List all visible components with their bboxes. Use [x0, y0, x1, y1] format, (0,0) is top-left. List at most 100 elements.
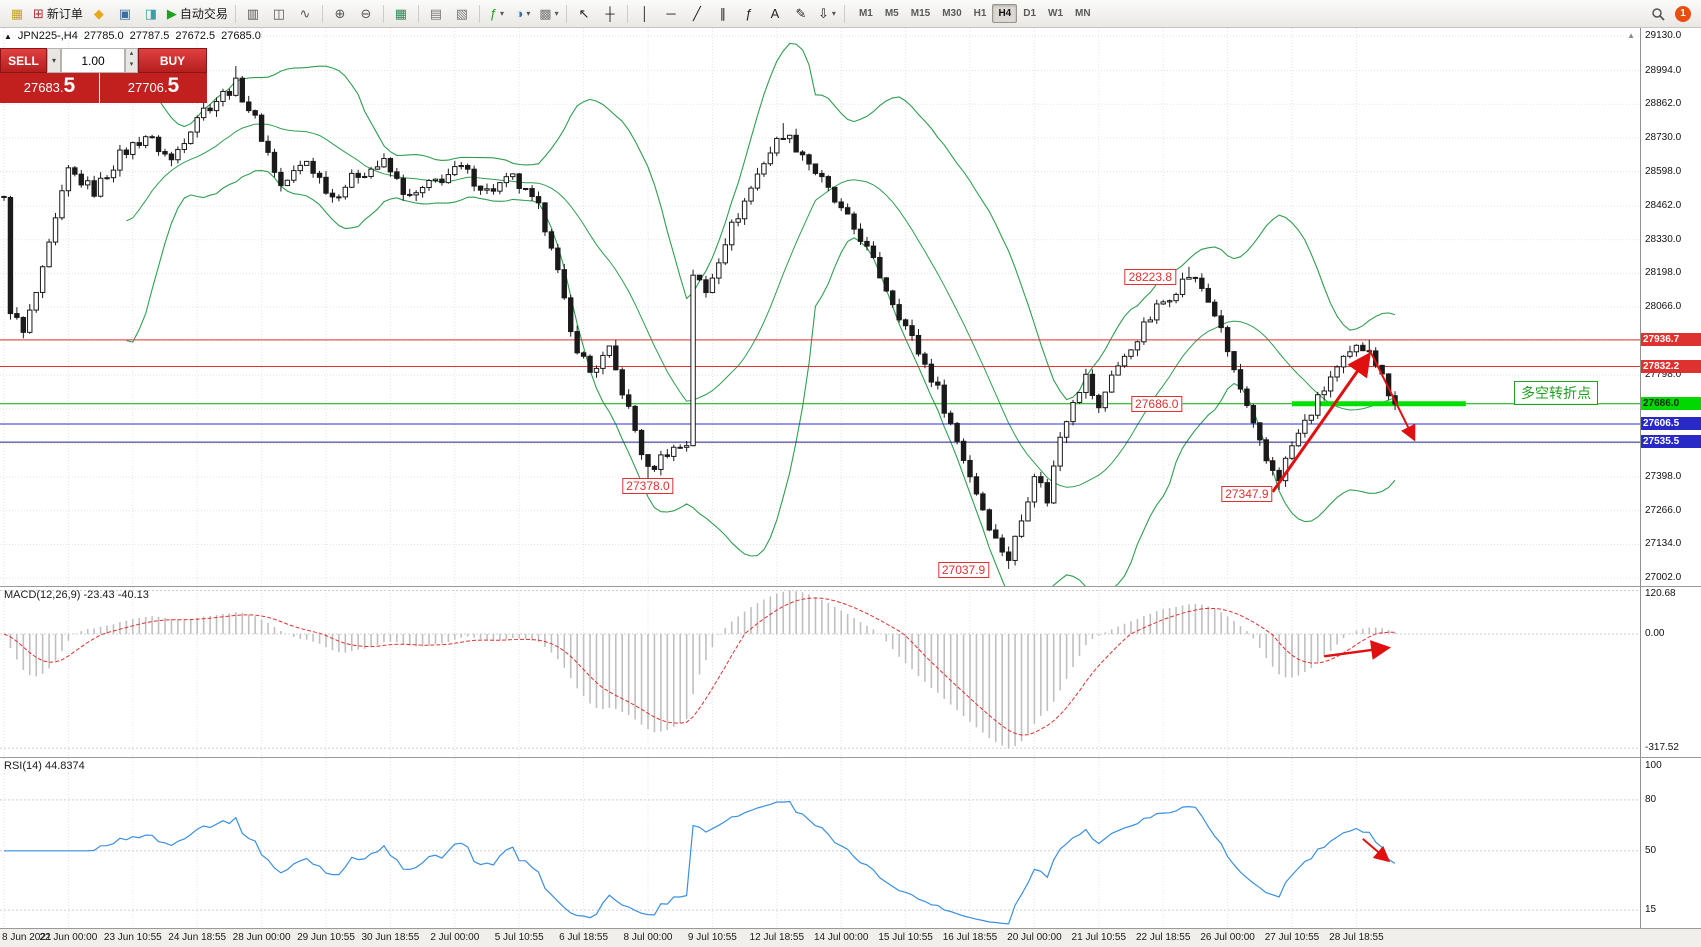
- rsi-canvas[interactable]: [0, 758, 1640, 928]
- indicators-button[interactable]: ƒ ▾: [484, 3, 510, 25]
- price-scale-label: 27798.0: [1645, 369, 1682, 381]
- time-axis-label: 21 Jul 10:55: [1071, 932, 1127, 943]
- autotrading-button-label: 自动交易: [179, 7, 228, 21]
- tile-windows-button[interactable]: ▦: [388, 3, 414, 25]
- templates-icon: ▩: [539, 6, 552, 21]
- one-click-menu-caret[interactable]: ▾: [47, 48, 61, 73]
- price-annotation[interactable]: 27347.9: [1221, 485, 1273, 502]
- main-chart-canvas[interactable]: [0, 28, 1640, 586]
- main-toolbar: ▦ ⊞ 新订单 ◆ ▣ ◨ ▶ 自动交易 ▥ ◫ ∿ ⊕ ⊖ ▦ ▤ ▧ ƒ ▾ ◑ ▾ ▩ ▾ ↖ ┼ │ ─ ╱ ∥ ƒ A ✎ ⇩ ▾ M…: [0, 0, 1701, 28]
- crosshair-button[interactable]: ┼: [597, 3, 623, 25]
- price-scale-badge: 27535.5: [1641, 435, 1701, 449]
- macd-histogram: [9, 590, 1396, 749]
- autotrading-button[interactable]: ▶ 自动交易: [164, 3, 231, 25]
- zoom-in-icon: ⊕: [334, 6, 346, 21]
- scroll-to-end-marker[interactable]: ▲: [1627, 31, 1635, 40]
- strategy-tester-icon[interactable]: ◨: [138, 3, 164, 25]
- horizontal-line-icon: ─: [666, 6, 676, 21]
- new-order-button[interactable]: ⊞ 新订单: [30, 3, 86, 25]
- channel-button[interactable]: ∥: [710, 3, 736, 25]
- chart-bars-button[interactable]: ▥: [240, 3, 266, 25]
- timeframe-w1-button[interactable]: W1: [1048, 8, 1064, 19]
- price-annotation[interactable]: 27037.9: [937, 561, 990, 578]
- timeframe-toolbar: M1 M5 M15 M30 H1 H4 D1 W1 MN: [853, 4, 1097, 23]
- price-scale-badge: 27832.2: [1641, 359, 1701, 373]
- price-annotation[interactable]: 27378.0: [622, 478, 674, 495]
- timeframe-h1-button[interactable]: H1: [973, 8, 987, 19]
- cursor-icon: ↖: [578, 6, 590, 21]
- time-axis-label: 16 Jul 18:55: [942, 932, 998, 943]
- chart-line-button[interactable]: ∿: [292, 3, 318, 25]
- buy-price[interactable]: 27706. 5: [100, 73, 207, 103]
- timeframe-h4-button[interactable]: H4: [992, 4, 1018, 23]
- time-axis-label: 22 Jul 18:55: [1135, 932, 1191, 943]
- time-axis-label: 15 Jul 10:55: [878, 932, 933, 943]
- timeframe-m5-button[interactable]: M5: [884, 8, 899, 19]
- bull-trend-arrow[interactable]: [1271, 351, 1372, 493]
- rsi-scale[interactable]: 100 80 50 15: [1640, 758, 1701, 928]
- horizontal-line-button[interactable]: ─: [658, 3, 684, 25]
- buy-button[interactable]: BUY: [138, 48, 207, 73]
- time-axis-label: 27 Jul 10:55: [1264, 932, 1320, 943]
- cascade-windows-button[interactable]: ▧: [449, 3, 475, 25]
- rsi-scale-label: 80: [1645, 793, 1657, 805]
- periods-button[interactable]: ◑ ▾: [510, 3, 536, 25]
- trendline-button[interactable]: ╱: [684, 3, 710, 25]
- market-watch-icon-icon: ▣: [118, 6, 132, 21]
- price-scale[interactable]: 29130.0 28994.0 28862.0 28730.0 28598.0 28462…: [1640, 28, 1701, 586]
- volume-stepper[interactable]: ▴ ▾: [125, 48, 138, 73]
- price-scale-label: 28462.0: [1645, 200, 1682, 212]
- rsi-panel: 100 80 50 15 RSI(14) 44.8374: [0, 757, 1701, 928]
- alerts-icon[interactable]: ◆: [86, 3, 112, 25]
- notification-badge[interactable]: 1: [1675, 5, 1691, 22]
- fibonacci-button[interactable]: ƒ: [736, 3, 762, 25]
- time-axis-label: 5 Jul 10:55: [494, 932, 544, 943]
- timeframe-d1-button[interactable]: D1: [1023, 8, 1037, 19]
- rsi-header: RSI(14) 44.8374: [4, 760, 85, 772]
- price-annotation[interactable]: 28223.8: [1124, 268, 1177, 285]
- price-annotation[interactable]: 27686.0: [1131, 395, 1183, 412]
- label-icon: ✎: [795, 6, 807, 21]
- auto-arrange-button[interactable]: ▤: [423, 3, 449, 25]
- vertical-line-button[interactable]: │: [632, 3, 658, 25]
- cursor-button[interactable]: ↖: [571, 3, 597, 25]
- volume-down-icon[interactable]: ▾: [129, 60, 134, 68]
- chart-candles-button[interactable]: ◫: [266, 3, 292, 25]
- volume-up-icon[interactable]: ▴: [129, 50, 134, 57]
- sell-price[interactable]: 27683. 5: [0, 73, 99, 103]
- bear-trend-arrow[interactable]: [1368, 348, 1416, 442]
- timeframe-m1-button[interactable]: M1: [858, 8, 873, 19]
- label-button[interactable]: ✎: [788, 3, 814, 25]
- templates-button[interactable]: ▩ ▾: [536, 3, 562, 25]
- timeframe-m15-button[interactable]: M15: [910, 8, 931, 19]
- price-scale-label: 28994.0: [1645, 64, 1682, 76]
- zoom-out-button[interactable]: ⊖: [353, 3, 379, 25]
- macd-canvas[interactable]: [0, 587, 1640, 757]
- time-axis[interactable]: 8 Jun 2021 22 Jun 00:00 23 Jun 10:55 24 Jun…: [0, 928, 1701, 947]
- main-chart-panel: 29130.0 28994.0 28862.0 28730.0 28598.0 28462…: [0, 28, 1701, 586]
- chart-window-icon[interactable]: ▦: [4, 3, 30, 25]
- price-scale-label: 28198.0: [1645, 267, 1682, 279]
- time-axis-label: 2 Jul 00:00: [430, 932, 480, 943]
- rsi-scale-label: 100: [1645, 760, 1662, 771]
- market-watch-icon[interactable]: ▣: [112, 3, 138, 25]
- rsi-trend-arrow[interactable]: [1362, 838, 1391, 863]
- strategy-tester-icon-icon: ◨: [144, 6, 158, 21]
- macd-trend-arrow[interactable]: [1324, 640, 1392, 660]
- sell-button[interactable]: SELL: [0, 48, 47, 73]
- zoom-in-button[interactable]: ⊕: [327, 3, 353, 25]
- time-axis-label: 22 Jun 00:00: [39, 932, 98, 943]
- macd-signal-line: [3, 597, 1395, 736]
- time-axis-label: 8 Jul 00:00: [623, 932, 673, 943]
- trend-note-label[interactable]: 多空转折点: [1514, 380, 1599, 405]
- arrows-tools-button[interactable]: ⇩ ▾: [814, 3, 840, 25]
- price-scale-badge: 27936.7: [1641, 332, 1701, 346]
- toolbar-separator: [843, 4, 845, 23]
- bollinger-upper-band: [125, 42, 1396, 401]
- timeframe-mn-button[interactable]: MN: [1075, 8, 1091, 19]
- volume-input[interactable]: [61, 48, 125, 73]
- timeframe-m30-button[interactable]: M30: [942, 8, 962, 19]
- search-button[interactable]: [1645, 3, 1671, 25]
- macd-scale[interactable]: 120.68 0.00 -317.52: [1640, 587, 1701, 757]
- text-button[interactable]: A: [762, 3, 788, 25]
